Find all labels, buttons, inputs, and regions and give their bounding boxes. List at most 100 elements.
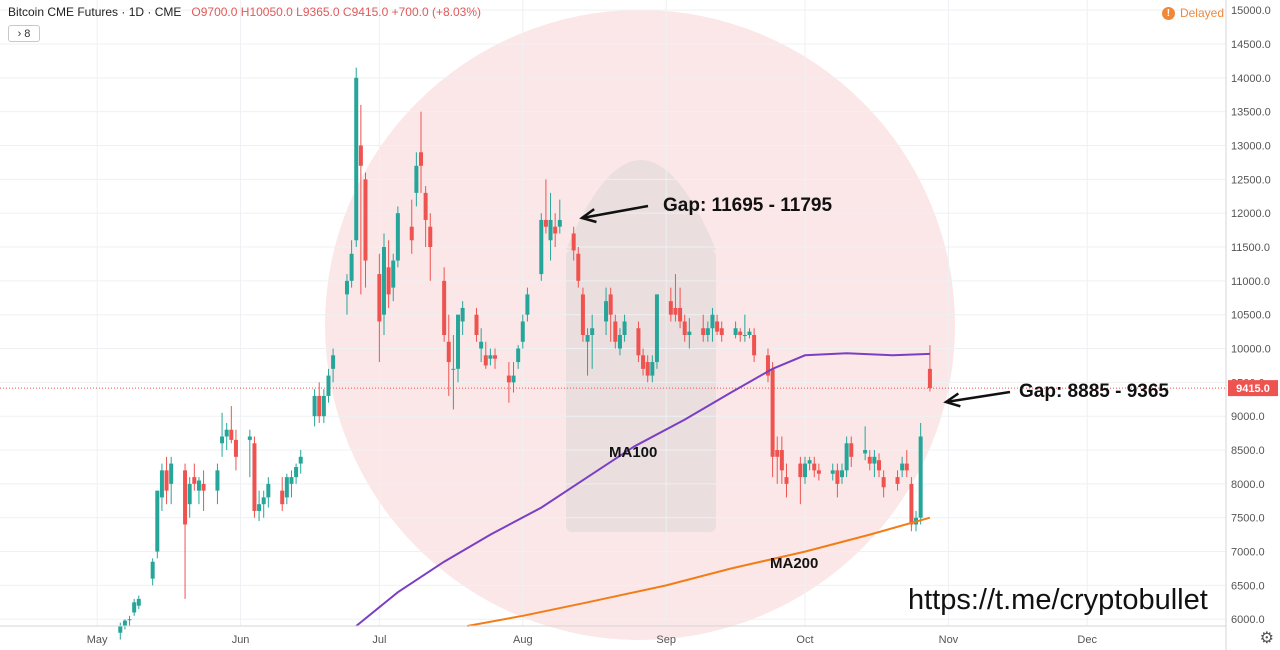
candle — [377, 253, 382, 363]
candle-body — [548, 219, 553, 241]
y-tick-label: 7500.0 — [1231, 513, 1265, 525]
candle-body — [812, 463, 817, 471]
candle-body — [169, 463, 174, 484]
candle — [164, 456, 169, 505]
candle-body — [150, 561, 155, 579]
candle-body — [257, 504, 262, 511]
moving-average-lines — [355, 352, 931, 627]
candle — [877, 453, 882, 478]
candle-body — [456, 314, 461, 369]
candle — [682, 314, 687, 342]
arrow-shaft — [945, 390, 1011, 404]
candle — [710, 307, 715, 342]
candle — [196, 477, 201, 505]
y-tick-label: 11500.0 — [1231, 242, 1270, 254]
candle — [650, 355, 655, 383]
candle — [298, 450, 303, 474]
ohlc-open: O9700.0 — [191, 5, 238, 19]
candle-body — [590, 328, 595, 335]
candle — [516, 345, 521, 369]
candle-body — [775, 450, 780, 457]
candle-body — [867, 456, 872, 464]
ohlc-low: L9365.0 — [296, 5, 340, 19]
candle-body — [159, 470, 164, 498]
candle — [321, 389, 326, 423]
ma200-label: MA200 — [770, 555, 819, 572]
candle — [835, 463, 840, 498]
candle — [363, 172, 368, 288]
candle — [284, 473, 289, 505]
candle-body — [645, 362, 650, 376]
candle — [770, 362, 775, 478]
candle-body — [326, 375, 331, 396]
candle — [479, 328, 484, 363]
candle — [900, 456, 905, 478]
candle — [358, 104, 363, 295]
candle-body — [840, 470, 845, 478]
candle — [419, 111, 424, 193]
candle — [849, 436, 854, 467]
candle — [215, 463, 220, 505]
candle-body — [474, 314, 479, 335]
indicators-toggle-button[interactable]: › 8 — [8, 25, 40, 42]
candle-body — [118, 626, 123, 633]
candle-body — [881, 477, 886, 488]
candle — [673, 274, 678, 322]
candle-body — [252, 443, 257, 511]
candle-body — [863, 450, 868, 454]
candle-body — [233, 439, 238, 457]
candle — [687, 318, 692, 349]
x-tick-label: Oct — [796, 634, 813, 646]
candle-body — [511, 375, 516, 383]
bitcoin-watermark — [325, 10, 955, 640]
candle — [150, 558, 155, 586]
delayed-status[interactable]: ! Delayed — [1161, 6, 1224, 20]
candle-body — [247, 436, 252, 440]
candle-body — [215, 470, 220, 491]
candle — [580, 287, 585, 342]
candle-body — [266, 483, 271, 498]
candle-body — [386, 267, 391, 295]
candle-body — [719, 328, 724, 335]
candle-body — [136, 598, 141, 606]
arrow-head — [943, 392, 961, 408]
candle — [506, 362, 511, 403]
candle-body — [349, 253, 354, 281]
candle — [183, 463, 188, 599]
candle-body — [543, 219, 548, 227]
candle-body — [678, 307, 683, 322]
candle-body — [835, 470, 840, 484]
candle-body — [183, 470, 188, 525]
telegram-link[interactable]: https://t.me/cryptobullet — [908, 584, 1208, 616]
candle-body — [363, 179, 368, 261]
candle-body — [844, 443, 849, 471]
candle — [881, 470, 886, 498]
candle-body — [479, 341, 484, 349]
candle-body — [127, 619, 132, 621]
candle-body — [488, 355, 493, 359]
candle — [247, 429, 252, 478]
candle-body — [636, 328, 641, 356]
candle — [349, 240, 354, 288]
gear-icon[interactable]: ⚙ — [1259, 630, 1274, 647]
candle — [807, 456, 812, 471]
y-tick-label: 14500.0 — [1231, 39, 1271, 51]
candle — [830, 463, 835, 481]
candle-body — [673, 307, 678, 315]
ma200-line — [467, 516, 931, 627]
candle — [844, 436, 849, 478]
candle — [428, 213, 433, 281]
candle — [636, 321, 641, 363]
candle-body — [687, 331, 692, 335]
candle — [543, 179, 548, 234]
candle — [576, 247, 581, 288]
candle-body — [895, 477, 900, 484]
candle-body — [900, 463, 905, 471]
candle-body — [525, 294, 530, 315]
candle-body — [747, 331, 752, 335]
candle-body — [682, 321, 687, 335]
x-tick-label: Aug — [513, 634, 533, 646]
candle-body — [668, 301, 673, 315]
candle — [705, 321, 710, 342]
